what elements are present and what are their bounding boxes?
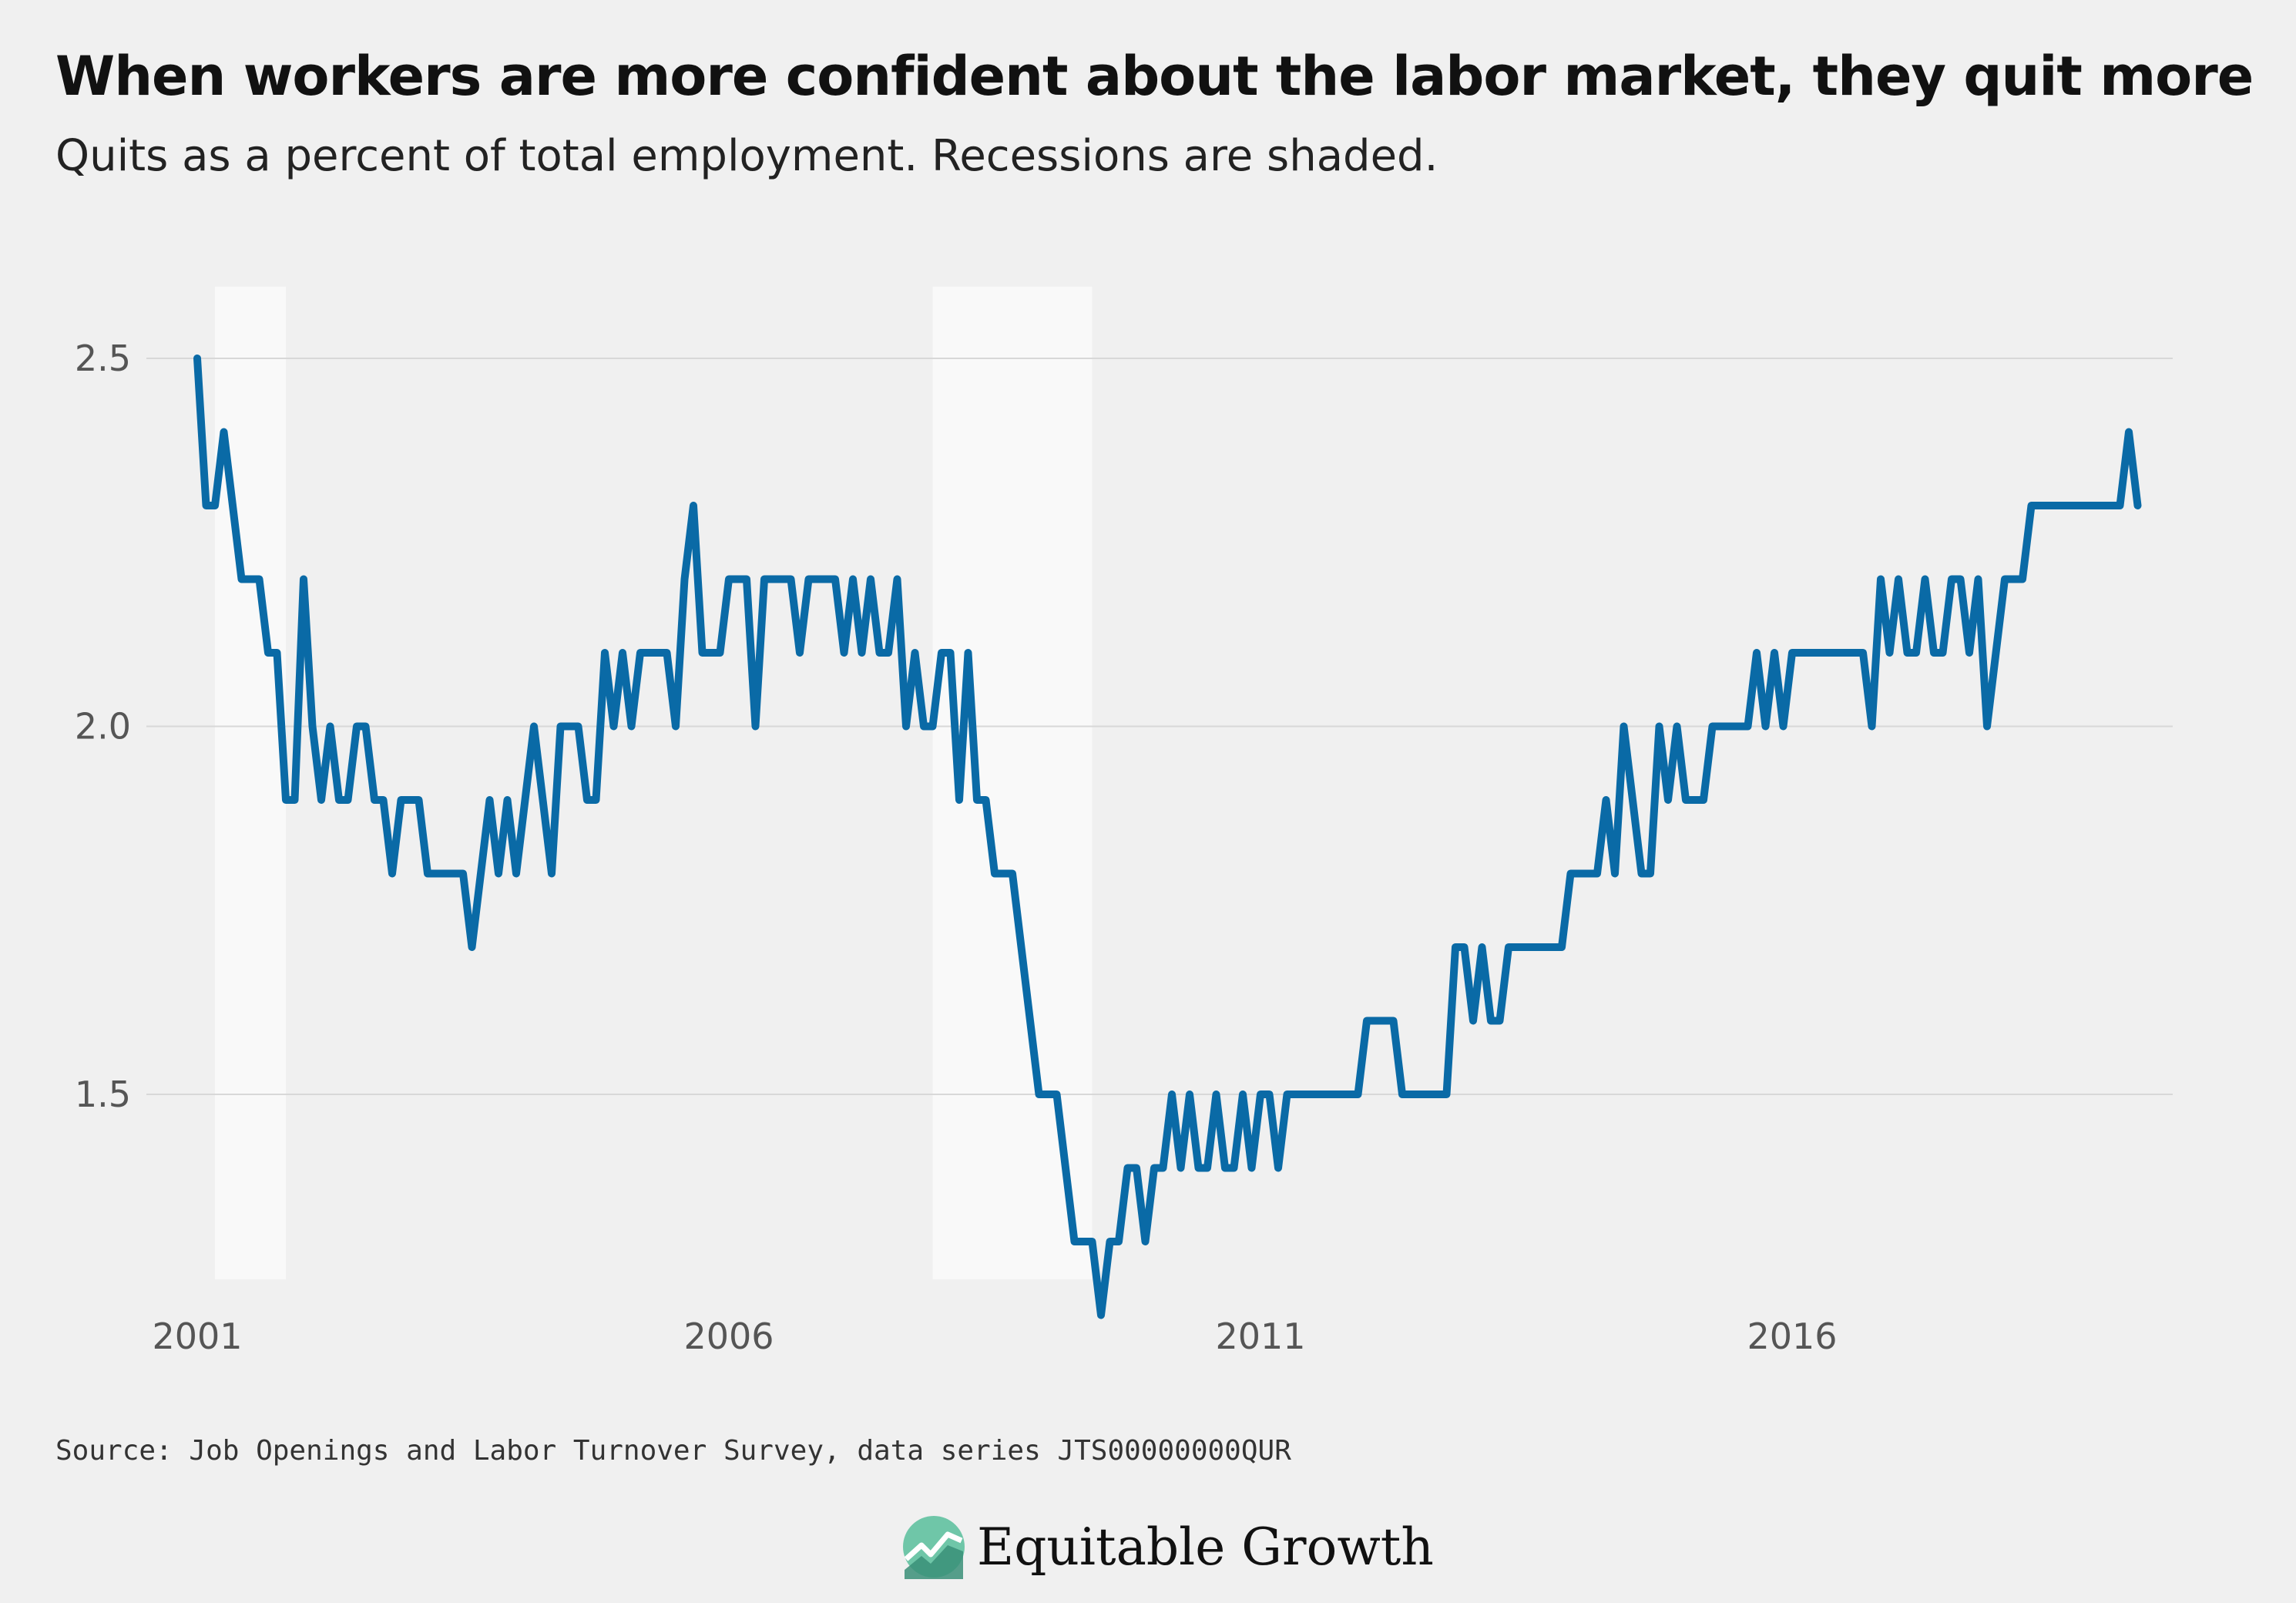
- x-tick-label-2011: 2011: [1215, 1316, 1305, 1357]
- y-tick-label-2.0: 2.0: [75, 706, 131, 748]
- x-tick-label-2016: 2016: [1747, 1316, 1837, 1357]
- chart-title: When workers are more confident about th…: [55, 45, 2254, 108]
- x-tick-label-2001: 2001: [152, 1316, 242, 1357]
- brand-name: Equitable Growth: [977, 1517, 1434, 1577]
- x-axis-tick-labels: 2001 2006 2011 2016: [152, 1316, 1837, 1357]
- source-note: Source: Job Openings and Labor Turnover …: [55, 1435, 1291, 1467]
- line-chart: 1.5 2.0 2.5 2001 2006 2011 2016: [74, 338, 2173, 1357]
- chart-subtitle: Quits as a percent of total employment. …: [55, 131, 1438, 181]
- y-tick-label-2.5: 2.5: [75, 338, 131, 379]
- x-tick-label-2006: 2006: [683, 1316, 774, 1357]
- gridlines: [146, 358, 2173, 1095]
- y-axis-tick-labels: 1.5 2.0 2.5: [75, 338, 131, 1115]
- series-lines: [193, 355, 2142, 1319]
- series-line-1: [193, 355, 2142, 1319]
- rising-line-logo-icon: [903, 1516, 965, 1579]
- y-tick-label-1.5: 1.5: [75, 1074, 131, 1115]
- brand-logo[interactable]: Equitable Growth: [901, 1514, 1434, 1579]
